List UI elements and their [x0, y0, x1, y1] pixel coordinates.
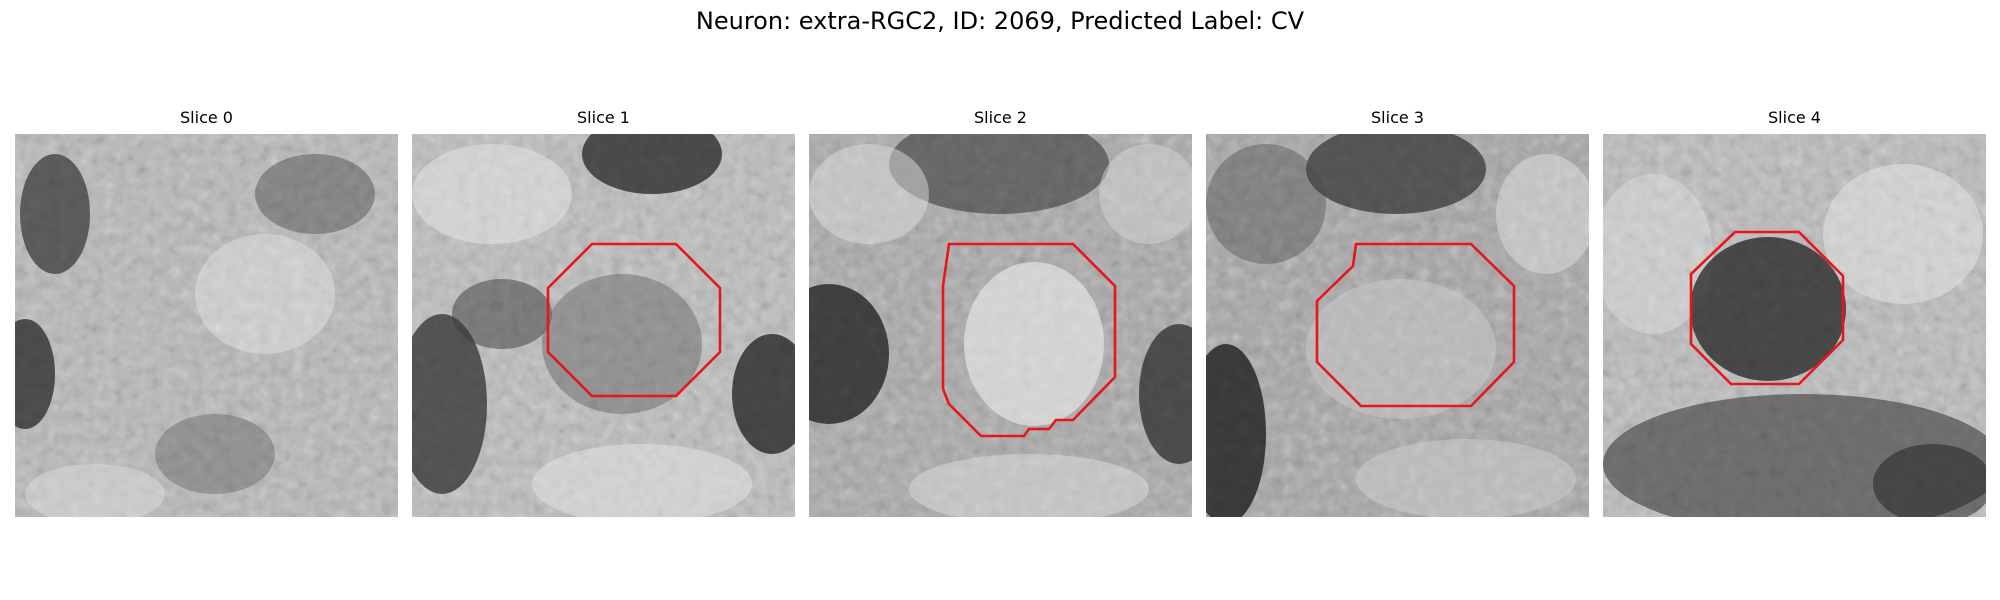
- roi-outline-4: [1689, 230, 1845, 386]
- slice-panel-2: Slice 2: [809, 108, 1192, 517]
- slice-panel-4: Slice 4: [1603, 108, 1986, 517]
- slice-title-4: Slice 4: [1768, 108, 1821, 127]
- slice-image-4: [1603, 134, 1986, 517]
- roi-outline-1: [546, 242, 722, 398]
- slice-panel-3: Slice 3: [1206, 108, 1589, 517]
- slice-image-2: [809, 134, 1192, 517]
- roi-outline-2: [941, 242, 1117, 438]
- slice-image-0: [15, 134, 398, 517]
- slice-image-3: [1206, 134, 1589, 517]
- slice-title-1: Slice 1: [577, 108, 630, 127]
- slice-panel-1: Slice 1: [412, 108, 795, 517]
- slice-image-1: [412, 134, 795, 517]
- figure-title: Neuron: extra-RGC2, ID: 2069, Predicted …: [695, 7, 1305, 35]
- slice-title-0: Slice 0: [180, 108, 233, 127]
- slice-panel-0: Slice 0: [15, 108, 398, 517]
- slice-title-2: Slice 2: [974, 108, 1027, 127]
- slice-title-3: Slice 3: [1371, 108, 1424, 127]
- roi-outline-3: [1315, 242, 1516, 408]
